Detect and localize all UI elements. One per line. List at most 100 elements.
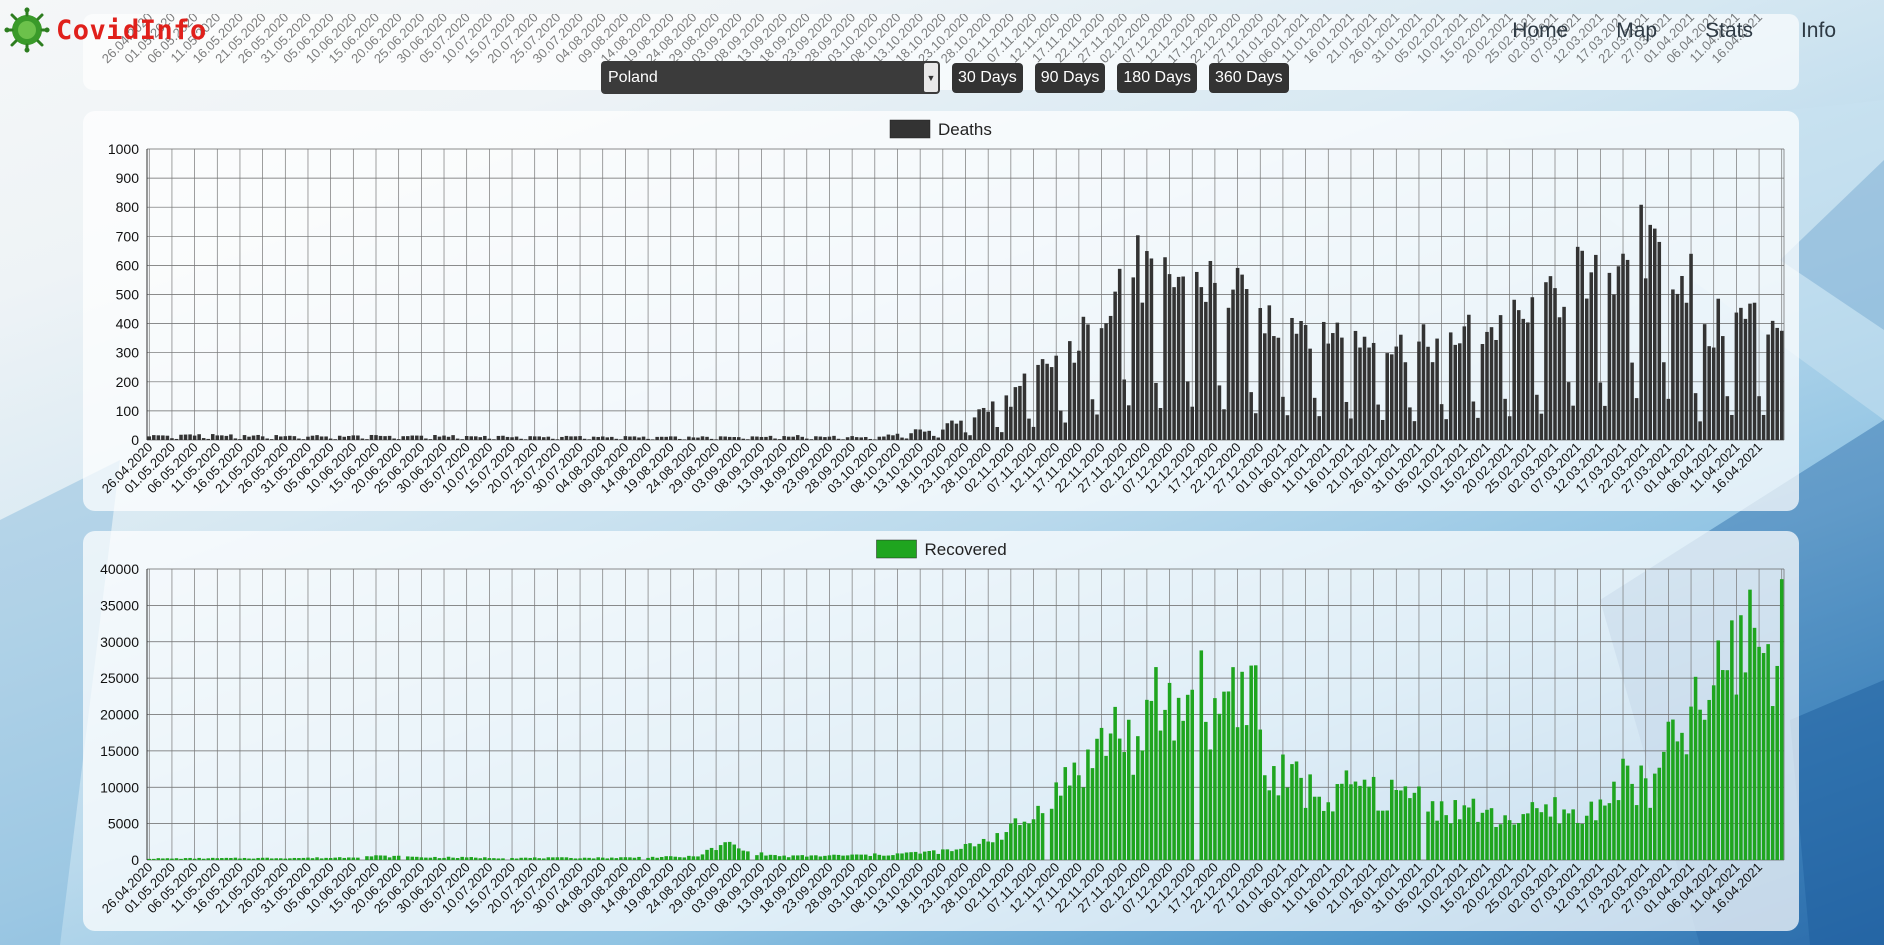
app-logo[interactable]: CovidInfo bbox=[4, 7, 207, 53]
bar bbox=[1054, 355, 1058, 440]
bar bbox=[623, 436, 628, 440]
bar bbox=[1049, 808, 1054, 860]
bar bbox=[274, 858, 279, 860]
bar bbox=[324, 436, 328, 440]
bar bbox=[1136, 736, 1140, 860]
range-30-days-button[interactable]: 30 Days bbox=[952, 62, 1023, 93]
bar bbox=[941, 429, 945, 440]
bar bbox=[347, 857, 351, 860]
bar bbox=[868, 438, 873, 440]
bar bbox=[396, 855, 401, 860]
country-select[interactable]: Poland ▼ bbox=[601, 61, 940, 94]
bar bbox=[800, 436, 805, 440]
bar bbox=[945, 423, 950, 440]
nav-info[interactable]: Info bbox=[1800, 19, 1836, 42]
previous-chart-panel: 26.04.2020 01.05.2020 06.05.2020 11.05.2020… bbox=[83, 14, 1799, 90]
bar bbox=[220, 435, 224, 440]
bar bbox=[1580, 823, 1584, 860]
bar bbox=[1009, 406, 1013, 440]
bar bbox=[755, 436, 759, 440]
bar bbox=[315, 857, 319, 860]
bar bbox=[873, 853, 877, 860]
bar bbox=[968, 843, 972, 860]
bar bbox=[732, 844, 737, 860]
bar bbox=[1040, 359, 1045, 440]
bar bbox=[1671, 719, 1675, 860]
bar bbox=[405, 856, 410, 860]
bar bbox=[700, 854, 705, 860]
bar bbox=[1149, 258, 1154, 440]
bar bbox=[1022, 821, 1027, 860]
bar bbox=[691, 856, 696, 860]
bar bbox=[1235, 267, 1240, 440]
bar bbox=[1376, 404, 1380, 440]
bar bbox=[152, 435, 156, 440]
bar bbox=[764, 855, 768, 860]
bar bbox=[446, 436, 451, 440]
bar bbox=[1412, 792, 1417, 860]
bar bbox=[1163, 709, 1167, 860]
bar bbox=[696, 437, 700, 440]
bar bbox=[845, 437, 850, 440]
bar bbox=[1140, 302, 1145, 440]
bar bbox=[428, 439, 433, 440]
bar bbox=[1453, 344, 1458, 440]
bar bbox=[954, 849, 959, 860]
bar bbox=[224, 435, 229, 440]
bar bbox=[1290, 764, 1294, 860]
range-180-days-button[interactable]: 180 Days bbox=[1117, 62, 1197, 93]
bar bbox=[1575, 246, 1580, 440]
bar bbox=[981, 838, 986, 860]
bar bbox=[1362, 779, 1367, 860]
bar bbox=[931, 435, 936, 440]
bar bbox=[1408, 407, 1412, 440]
bar bbox=[1589, 801, 1594, 860]
bar bbox=[201, 438, 206, 440]
bar bbox=[1548, 816, 1553, 860]
bar bbox=[455, 438, 460, 440]
bar bbox=[256, 434, 260, 440]
bar bbox=[297, 438, 301, 440]
bar bbox=[709, 847, 714, 860]
range-360-days-button[interactable]: 360 Days bbox=[1209, 62, 1289, 93]
bar bbox=[1176, 276, 1181, 440]
bar bbox=[1662, 751, 1666, 860]
y-tick-label: 100 bbox=[116, 403, 140, 419]
bar bbox=[1108, 733, 1113, 860]
y-tick-label: 600 bbox=[116, 257, 140, 273]
bar bbox=[1603, 405, 1607, 440]
range-90-days-button[interactable]: 90 Days bbox=[1034, 62, 1106, 93]
chevron-down-icon[interactable]: ▼ bbox=[924, 63, 938, 92]
nav-map[interactable]: Map bbox=[1616, 19, 1658, 42]
bar bbox=[170, 438, 174, 440]
nav-home[interactable]: Home bbox=[1512, 19, 1569, 42]
bar bbox=[1775, 327, 1779, 440]
bar bbox=[673, 856, 678, 860]
bar bbox=[1090, 399, 1095, 440]
bar bbox=[405, 436, 410, 440]
bar bbox=[532, 436, 537, 440]
bar bbox=[1494, 339, 1498, 440]
bar bbox=[1358, 785, 1362, 860]
bar bbox=[1367, 786, 1371, 860]
bar bbox=[1104, 323, 1108, 440]
bar bbox=[1439, 404, 1444, 440]
bar bbox=[437, 436, 442, 440]
bar bbox=[1476, 417, 1480, 440]
bar bbox=[560, 857, 564, 860]
bar bbox=[1321, 321, 1326, 440]
bar bbox=[1426, 811, 1430, 860]
bar bbox=[1281, 396, 1285, 440]
bar bbox=[850, 436, 854, 440]
bar bbox=[1625, 765, 1630, 860]
bar bbox=[959, 420, 963, 440]
bar bbox=[664, 436, 668, 440]
y-tick-label: 800 bbox=[116, 199, 140, 215]
bar bbox=[156, 435, 161, 440]
bar bbox=[1054, 782, 1058, 860]
bar bbox=[1077, 775, 1081, 860]
nav-stats[interactable]: Stats bbox=[1705, 19, 1753, 42]
y-tick-label: 300 bbox=[116, 345, 140, 361]
bar bbox=[569, 857, 573, 860]
bar bbox=[1113, 291, 1117, 440]
